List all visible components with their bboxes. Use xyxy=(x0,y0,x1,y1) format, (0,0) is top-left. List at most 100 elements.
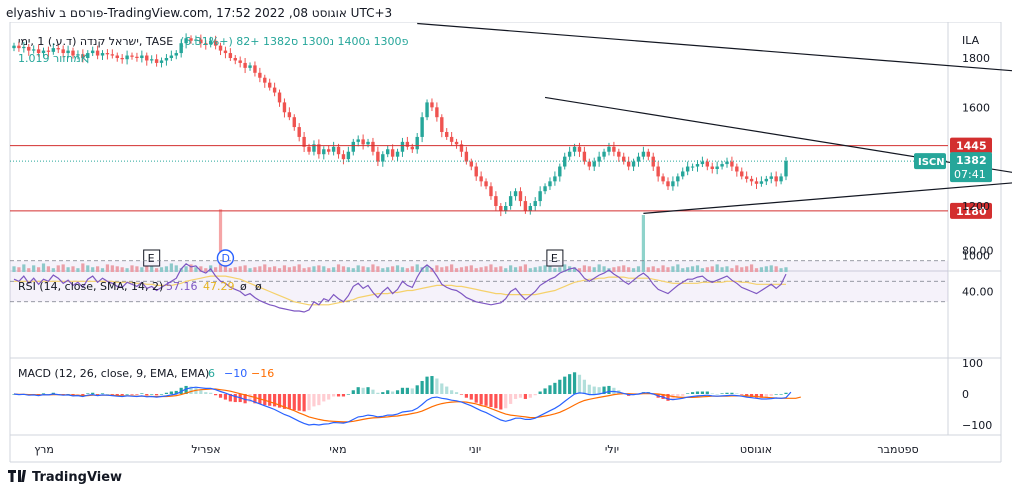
macd-histogram-bar xyxy=(720,393,724,394)
macd-histogram-bar xyxy=(150,394,154,395)
candle-body xyxy=(282,102,287,113)
candle-body xyxy=(71,50,75,56)
volume-bar xyxy=(125,268,129,272)
candle-body xyxy=(744,176,749,179)
volume-bar xyxy=(32,265,36,272)
macd-histogram-bar xyxy=(415,385,419,394)
volume-bar xyxy=(563,264,567,272)
volume-bar xyxy=(204,268,208,272)
volume-bar xyxy=(71,266,75,272)
volume-bar xyxy=(356,265,360,272)
volume-bar xyxy=(538,266,542,272)
candle-body xyxy=(528,206,533,211)
candle-body xyxy=(199,39,203,44)
price-tick-label: 1000 xyxy=(962,249,990,262)
candle-body xyxy=(302,136,306,147)
candle-body xyxy=(651,156,655,167)
macd-histogram-bar xyxy=(725,392,729,394)
macd-histogram-bar xyxy=(327,394,331,400)
candle-body xyxy=(145,55,149,61)
macd-histogram-bar xyxy=(120,394,124,396)
macd-histogram-bar xyxy=(543,388,547,394)
volume-bar xyxy=(110,265,114,272)
macd-histogram-bar xyxy=(681,394,685,396)
candle-body xyxy=(523,201,528,211)
volume-bar xyxy=(759,267,764,272)
macd-histogram-bar xyxy=(749,394,754,398)
candle-body xyxy=(189,38,193,41)
candle-body xyxy=(27,46,31,51)
candle-body xyxy=(95,50,100,56)
macd-histogram-bar xyxy=(307,394,311,411)
volume-legend: מחזור 1.019K xyxy=(18,52,89,65)
macd-histogram-bar xyxy=(223,394,228,400)
candle-body xyxy=(636,156,641,162)
macd-histogram-bar xyxy=(317,394,321,406)
volume-bar xyxy=(273,266,277,272)
volume-bar xyxy=(81,263,85,272)
volume-bar xyxy=(174,265,178,272)
candle-body xyxy=(125,55,129,60)
candle-body xyxy=(617,151,621,157)
candle-body xyxy=(243,62,247,68)
macd-histogram-bar xyxy=(450,390,454,394)
candle-body xyxy=(705,161,710,167)
macd-histogram-bar xyxy=(700,391,705,394)
candle-body xyxy=(351,141,355,152)
macd-histogram-bar xyxy=(504,394,508,409)
volume-bar xyxy=(381,268,385,272)
candle-body xyxy=(267,82,272,88)
volume-bar xyxy=(351,268,355,272)
candle-body xyxy=(602,151,606,157)
volume-bar xyxy=(450,264,454,272)
candle-body xyxy=(159,60,164,63)
volume-bar xyxy=(218,209,223,272)
candle-body xyxy=(322,149,326,155)
candle-body xyxy=(86,53,90,58)
macd-histogram-bar xyxy=(686,393,690,394)
volume-bar xyxy=(327,268,331,272)
candle-body xyxy=(513,191,518,197)
macd-histogram-bar xyxy=(391,391,395,394)
macd-histogram-bar xyxy=(297,394,301,411)
candle-body xyxy=(533,201,537,206)
candle-body xyxy=(671,181,675,187)
macd-histogram-bar xyxy=(243,394,247,404)
candle-body xyxy=(435,107,439,118)
candle-body xyxy=(258,72,262,78)
macd-histogram-bar xyxy=(376,392,380,394)
macd-histogram-bar xyxy=(676,394,680,398)
macd-histogram-bar xyxy=(91,392,95,394)
macd-histogram-bar xyxy=(174,390,178,394)
macd-histogram-bar xyxy=(459,394,464,395)
rsi-legend-v4: ø xyxy=(255,280,262,293)
candle-body xyxy=(395,151,400,157)
volume-bar xyxy=(307,267,311,272)
time-tick-label: יוני xyxy=(469,443,481,456)
candle-body xyxy=(208,40,213,45)
candle-body xyxy=(779,176,783,182)
candle-body xyxy=(31,49,36,51)
candle-body xyxy=(484,181,488,187)
candle-body xyxy=(371,141,375,152)
macd-histogram-bar xyxy=(759,394,764,398)
macd-histogram-bar xyxy=(386,390,390,394)
macd-legend-line: −10 xyxy=(224,367,247,380)
candle-body xyxy=(499,206,503,211)
footer: TradingView xyxy=(8,470,122,485)
macd-histogram-bar xyxy=(302,394,306,412)
volume-bar xyxy=(651,266,655,272)
candle-body xyxy=(277,92,282,103)
volume-bar xyxy=(553,268,557,272)
volume-bar xyxy=(440,267,444,272)
macd-histogram-bar xyxy=(268,394,272,406)
volume-bar xyxy=(469,265,473,272)
macd-histogram-bar xyxy=(233,394,237,403)
candle-body xyxy=(105,53,110,55)
candle-body xyxy=(474,166,478,177)
candle-body xyxy=(690,166,695,168)
ticker-badge xyxy=(914,153,946,170)
candle-body xyxy=(174,53,178,56)
